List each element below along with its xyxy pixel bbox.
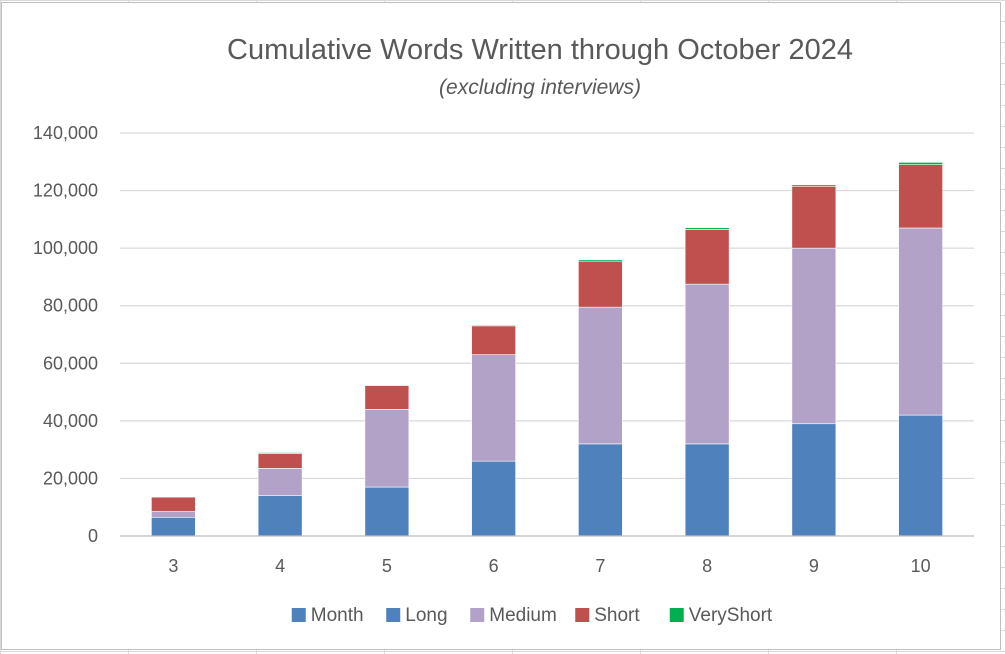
bar-segment-long — [791, 423, 837, 537]
bar-segment-medium — [151, 511, 196, 518]
bars — [151, 162, 943, 537]
y-tick-label: 120,000 — [33, 181, 98, 201]
legend-swatch — [386, 608, 401, 622]
y-tick-label: 80,000 — [43, 296, 98, 316]
legend: Month Long Medium Short VeryShort — [291, 605, 773, 626]
bar-segment-veryshort — [364, 384, 410, 386]
x-axis: 3 4 5 6 7 8 9 10 — [120, 535, 974, 576]
bar-segment-short — [898, 164, 943, 229]
bar-segment-veryshort — [471, 324, 516, 327]
bar-segment-long — [364, 486, 410, 537]
bar-segment-medium — [364, 409, 410, 488]
legend-label: Long — [405, 605, 447, 626]
y-axis: 0 20,000 40,000 60,000 80,000 100,000 120,000 1… — [33, 123, 98, 546]
bar-segment-short — [151, 496, 196, 512]
x-tick-label: 8 — [702, 556, 712, 576]
x-tick-label: 9 — [809, 556, 819, 576]
y-tick-label: 140,000 — [33, 123, 98, 143]
y-tick-label: 60,000 — [43, 353, 98, 373]
chart-subtitle: (excluding interviews) — [439, 76, 641, 99]
bar-segment-medium — [684, 283, 730, 445]
legend-swatch — [575, 608, 590, 622]
bar-segment-medium — [578, 306, 623, 445]
bar-segment-long — [151, 516, 196, 537]
bar-segment-veryshort — [578, 259, 623, 262]
x-tick-label: 3 — [168, 556, 178, 576]
bar-segment-medium — [257, 468, 303, 497]
legend-swatch — [470, 608, 485, 622]
bar-segment-short — [791, 185, 837, 249]
bar-segment-short — [364, 385, 410, 410]
bar-segment-medium — [791, 247, 837, 425]
legend-label: Medium — [489, 605, 557, 626]
y-tick-label: 0 — [88, 526, 98, 546]
bar-segment-veryshort — [684, 227, 730, 230]
bar-segment-long — [578, 443, 623, 537]
y-tick-label: 20,000 — [43, 468, 98, 488]
legend-label: Month — [311, 605, 364, 626]
x-tick-label: 4 — [275, 556, 285, 576]
bar-segment-veryshort — [257, 452, 303, 454]
bar-segment-medium — [471, 354, 516, 462]
y-tick-label: 100,000 — [33, 238, 98, 258]
bar-segment-veryshort — [791, 184, 837, 187]
legend-swatch — [291, 608, 306, 622]
bar-segment-short — [684, 229, 730, 285]
stacked-bar-chart: Cumulative Words Written through October… — [33, 34, 974, 626]
x-tick-label: 6 — [489, 556, 499, 576]
gridlines — [120, 132, 974, 537]
x-tick-label: 7 — [595, 556, 605, 576]
legend-swatch — [669, 608, 684, 622]
bar-segment-short — [578, 260, 623, 308]
y-tick-label: 40,000 — [43, 411, 98, 431]
x-tick-label: 10 — [911, 556, 931, 576]
bar-segment-medium — [898, 227, 943, 416]
bar-segment-long — [257, 495, 303, 537]
bar-segment-short — [471, 325, 516, 355]
bar-segment-long — [898, 414, 943, 537]
legend-label: Short — [594, 605, 640, 626]
bar-segment-veryshort — [898, 162, 943, 165]
chart-title: Cumulative Words Written through October… — [227, 34, 853, 66]
legend-label: VeryShort — [689, 605, 773, 626]
bar-segment-long — [684, 443, 730, 537]
bar-segment-long — [471, 460, 516, 537]
bar-segment-short — [257, 453, 303, 469]
x-tick-label: 5 — [382, 556, 392, 576]
